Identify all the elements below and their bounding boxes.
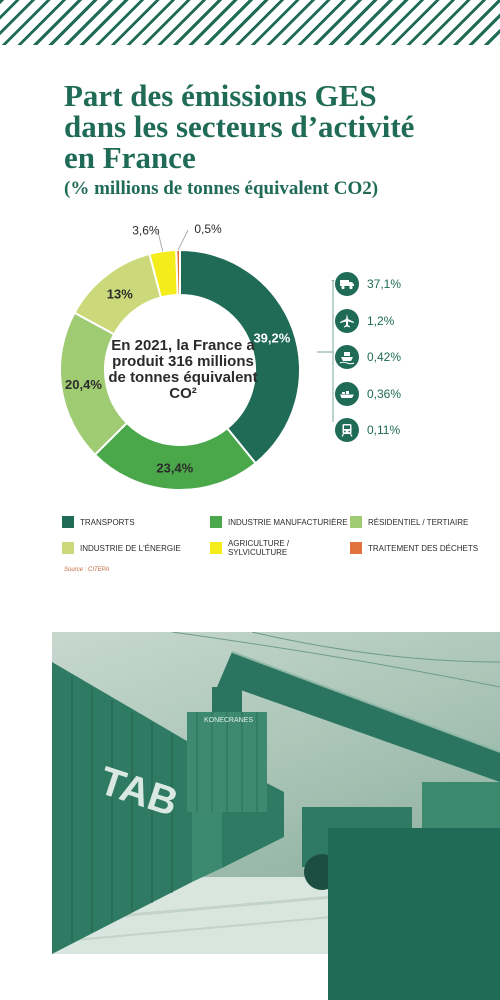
- slice-dechets: [175, 248, 181, 297]
- breakdown-ship: 0,36%: [335, 380, 485, 408]
- legend-swatch: [210, 542, 222, 554]
- label-energie: 13%: [107, 286, 133, 301]
- breakdown-value: 0,42%: [367, 350, 402, 364]
- label-residentiel: 20,4%: [65, 377, 102, 392]
- legend-swatch: [62, 542, 74, 554]
- breakdown-value: 37,1%: [367, 277, 402, 291]
- legend-item-transports: TRANSPORTS: [62, 516, 210, 528]
- decorative-green-block: [328, 828, 500, 1000]
- breakdown-rail: 0,11%: [335, 416, 485, 444]
- label-leader-line: [157, 231, 164, 252]
- title-line-3: en France: [64, 140, 196, 175]
- legend-label: TRAITEMENT DES DÉCHETS: [368, 543, 479, 553]
- legend-swatch: [62, 516, 74, 528]
- donut-center-text: En 2021, la France a produit 316 million…: [108, 337, 258, 402]
- chart-legend: TRANSPORTS INDUSTRIE MANUFACTURIÈRE RÉSI…: [62, 514, 492, 566]
- legend-item-agriculture: AGRICULTURE / SYLVICULTURE: [210, 539, 350, 557]
- truck-icon: [335, 272, 359, 296]
- transport-bracket: [317, 280, 335, 422]
- legend-row: TRANSPORTS INDUSTRIE MANUFACTURIÈRE RÉSI…: [62, 514, 492, 530]
- airplane-icon: [335, 308, 359, 333]
- breakdown-boat: 0,42%: [335, 343, 485, 371]
- ship-icon: [335, 381, 359, 406]
- donut-chart: 39,2% 23,4% 20,4% 13% 3,6% 0,5%: [59, 222, 301, 491]
- header-stripes: [0, 0, 500, 45]
- transport-breakdown: 37,1% 1,2% 0,42% 0,36% 0,11%: [335, 270, 485, 453]
- slice-industrie-manufacturiere: [93, 421, 257, 491]
- crane-brand-label: KONECRANES: [204, 717, 253, 724]
- legend-swatch: [350, 542, 362, 554]
- label-agriculture: 3,6%: [132, 223, 160, 237]
- legend-swatch: [350, 516, 362, 528]
- breakdown-air: 1,2%: [335, 307, 485, 335]
- legend-label: TRANSPORTS: [80, 517, 135, 527]
- source-note: Source : CITEPA: [64, 567, 110, 573]
- chart-subtitle: (% millions de tonnes équivalent CO2): [64, 178, 379, 199]
- label-industrie-manufacturiere: 23,4%: [156, 460, 193, 475]
- boat-icon: [335, 345, 359, 369]
- chart-title: Part des émissions GES dans les secteurs…: [64, 80, 484, 173]
- legend-label: INDUSTRIE DE L'ÉNERGIE: [80, 543, 181, 553]
- legend-item-dechets: TRAITEMENT DES DÉCHETS: [350, 542, 478, 554]
- legend-swatch: [210, 516, 222, 528]
- train-icon: [335, 418, 359, 442]
- breakdown-value: 0,36%: [367, 386, 402, 401]
- title-line-1: Part des émissions GES: [64, 78, 377, 113]
- breakdown-value: 0,11%: [367, 423, 401, 437]
- breakdown-value: 1,2%: [367, 313, 395, 328]
- breakdown-road: 37,1%: [335, 270, 485, 298]
- legend-label: RÉSIDENTIEL / TERTIAIRE: [368, 517, 469, 527]
- legend-item-residentiel: RÉSIDENTIEL / TERTIAIRE: [350, 516, 468, 528]
- legend-item-energie: INDUSTRIE DE L'ÉNERGIE: [62, 542, 210, 554]
- label-leader-line: [177, 229, 189, 251]
- title-line-2: dans les secteurs d’activité: [64, 109, 415, 144]
- legend-label: AGRICULTURE / SYLVICULTURE: [227, 539, 290, 557]
- label-dechets: 0,5%: [194, 222, 222, 236]
- legend-row: INDUSTRIE DE L'ÉNERGIE AGRICULTURE / SYL…: [62, 539, 492, 557]
- label-transports: 39,2%: [253, 330, 290, 345]
- slice-transports: [179, 248, 301, 465]
- legend-item-industrie-manufacturiere: INDUSTRIE MANUFACTURIÈRE: [210, 516, 350, 528]
- legend-label: INDUSTRIE MANUFACTURIÈRE: [228, 517, 348, 527]
